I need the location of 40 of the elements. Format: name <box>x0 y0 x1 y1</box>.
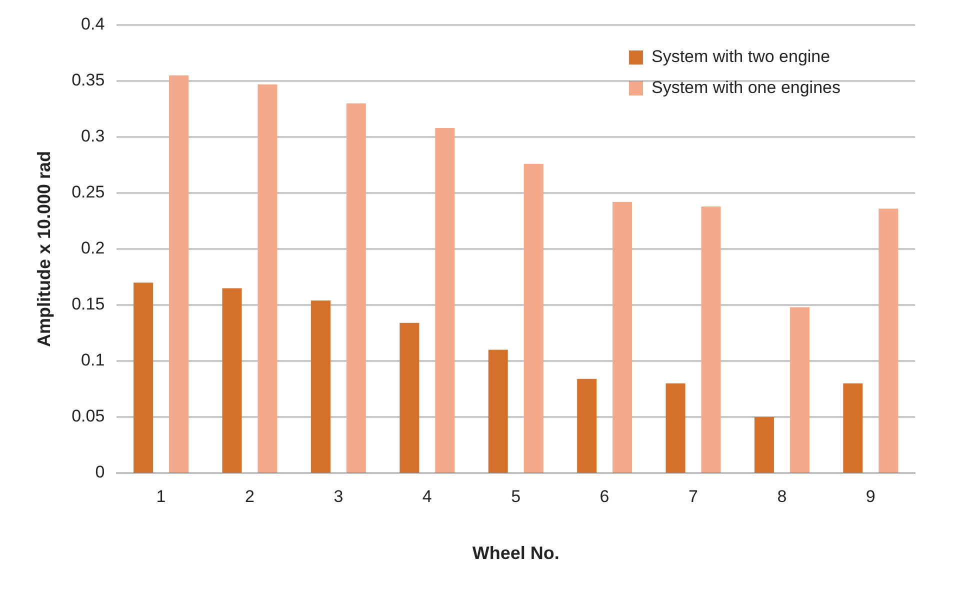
x-tick-label: 2 <box>245 486 254 506</box>
bar <box>666 383 686 472</box>
bar <box>701 206 721 472</box>
bar <box>258 84 278 472</box>
bar <box>524 164 544 472</box>
y-tick-label: 0 <box>95 462 105 482</box>
x-tick-label: 6 <box>600 486 610 506</box>
bar <box>577 378 597 472</box>
bar <box>222 288 242 472</box>
y-tick-label: 0.05 <box>72 406 105 426</box>
bar <box>134 282 154 472</box>
bar <box>346 103 366 472</box>
y-tick-label: 0.4 <box>81 14 105 34</box>
x-tick-label: 7 <box>688 486 698 506</box>
bar <box>754 417 774 472</box>
y-tick-label: 0.1 <box>81 350 105 370</box>
x-tick-label: 9 <box>866 486 876 506</box>
x-tick-label: 1 <box>156 486 166 506</box>
y-tick-label: 0.15 <box>72 294 105 314</box>
x-tick-label: 5 <box>511 486 521 506</box>
bar <box>400 322 420 472</box>
y-tick-label: 0.3 <box>81 126 105 146</box>
bar <box>878 208 898 472</box>
bar <box>169 75 189 472</box>
bar <box>612 202 632 472</box>
x-tick-label: 8 <box>777 486 787 506</box>
legend-label: System with one engines <box>652 78 840 98</box>
x-tick-label: 4 <box>422 486 432 506</box>
bar <box>435 128 455 472</box>
y-tick-label: 0.2 <box>81 238 105 258</box>
bar <box>488 350 508 472</box>
y-axis-title: Amplitude x 10.000 rad <box>34 150 54 348</box>
bar <box>843 383 863 472</box>
y-tick-label: 0.25 <box>72 182 105 202</box>
bar <box>790 307 810 472</box>
legend-label: System with two engine <box>652 47 830 66</box>
bar <box>310 300 330 472</box>
x-axis-title: Wheel No. <box>472 543 560 564</box>
x-tick-label: 3 <box>334 486 344 506</box>
y-tick-label: 0.35 <box>72 70 105 90</box>
